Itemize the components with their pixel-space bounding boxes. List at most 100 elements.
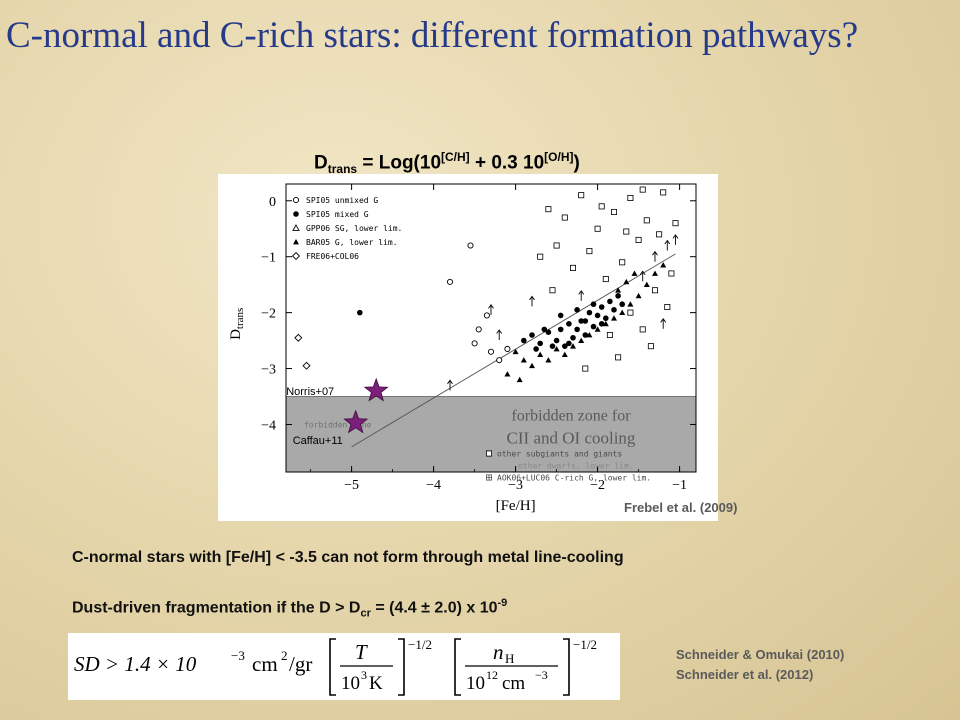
filled-triangle-point (635, 292, 642, 299)
filled-circle-point (607, 298, 613, 305)
dtrans-scatter-chart: forbidden zone for CII and OI cooling forb… (228, 183, 697, 514)
star-label: Caffau+11 (293, 435, 343, 447)
legend-symbol (293, 211, 299, 217)
sd-equation: SD > 1.4 × 10 −3 cm 2 /gr T 10 3 K −1/2 … (68, 633, 620, 700)
open-square-point (537, 253, 544, 260)
filled-circle-point (566, 340, 572, 347)
open-diamond-point (302, 361, 311, 370)
filled-triangle-point (652, 270, 658, 276)
lower-limit-arrow (447, 379, 453, 391)
filled-circle-point (578, 318, 584, 324)
legend-lower-label: other subgiants and giants (497, 450, 622, 459)
legend-lower-label: AOK06+LUC06 C-rich G, lower lim. (497, 474, 651, 483)
arrow-head (447, 379, 453, 385)
filled-circle-point (574, 307, 580, 313)
filled-triangle-point (512, 348, 519, 355)
legend-symbol (293, 239, 299, 245)
eq-units-exp: 2 (281, 648, 288, 663)
filled-circle-point (570, 334, 576, 341)
arrow-head (652, 250, 658, 256)
open-square-point (553, 242, 560, 249)
legend-symbol (292, 196, 300, 204)
filled-circle-point (557, 312, 564, 319)
open-circle-point (487, 348, 495, 355)
filled-triangle-point (602, 320, 609, 327)
lower-limit-arrow (578, 290, 585, 301)
filled-triangle-point (516, 376, 523, 383)
arrow-head (672, 234, 679, 239)
open-diamond-point (294, 333, 303, 342)
arrow-head (660, 318, 667, 323)
reference-1: Schneider & Omukai (2010) (676, 647, 845, 662)
open-square-point (549, 287, 556, 294)
eq-T-unit: K (369, 673, 383, 694)
open-square-point (647, 343, 654, 350)
arrow-head (496, 329, 503, 334)
filled-circle-point (590, 323, 597, 330)
open-square-point (639, 186, 646, 193)
eq-coef-exp: −3 (231, 648, 245, 663)
eq-n-den-exp: 12 (486, 668, 498, 682)
slide-title: C-normal and C-rich stars: different for… (6, 15, 859, 56)
legend-label: BAR05 G, lower lim. (306, 238, 398, 247)
filled-circle-point (537, 340, 543, 347)
legend-label: SPI05 unmixed G (306, 196, 378, 205)
legend-symbol (291, 251, 301, 261)
x-tick-label: −2 (590, 478, 605, 493)
open-square-point (578, 192, 585, 199)
filled-triangle-point (529, 362, 535, 369)
eq-n: n (493, 640, 504, 664)
filled-circle-point (598, 304, 605, 310)
lower-limit-arrow (660, 318, 667, 329)
filled-triangle-point (570, 343, 576, 349)
legend-lower-symbol (485, 474, 492, 481)
lower-limit-arrow (652, 250, 658, 262)
open-circle-point (475, 326, 482, 333)
open-square-point (643, 217, 650, 224)
lower-limit-arrow (529, 295, 535, 307)
x-axis-label: [Fe/H] (496, 498, 536, 514)
y-tick-label: −4 (261, 418, 276, 433)
filled-circle-point (590, 301, 597, 308)
open-square-point (660, 189, 667, 196)
lower-limit-arrow (664, 239, 671, 251)
reference-2: Schneider et al. (2012) (676, 667, 814, 682)
filled-circle-point (619, 301, 625, 308)
legend-label: FRE06+COL06 (306, 252, 359, 261)
filled-circle-point (533, 346, 539, 352)
open-square-point (664, 304, 671, 311)
legend-lower-mid-label: other dwarfs, lower lim. (518, 462, 634, 471)
statement-dust-fragmentation: Dust-driven fragmentation if the D > Dcr… (72, 597, 508, 620)
plot-frame (285, 183, 697, 473)
lower-limit-arrow (672, 234, 679, 245)
open-circle-point (496, 357, 503, 364)
open-square-point (651, 287, 658, 294)
filled-triangle-point (504, 371, 511, 377)
open-square-point (569, 264, 576, 271)
star-marker-caffau-11 (343, 409, 369, 434)
filled-triangle-point (615, 287, 622, 293)
filled-triangle-point (619, 309, 626, 316)
filled-circle-point (562, 343, 568, 349)
open-square-point (639, 326, 646, 333)
lower-limit-arrow (639, 270, 646, 282)
filled-circle-point (541, 326, 548, 333)
filled-triangle-point (586, 331, 593, 338)
eq-power-2: −1/2 (573, 637, 597, 652)
filled-circle-point (574, 326, 580, 333)
open-square-point (623, 228, 630, 235)
filled-circle-point (611, 307, 617, 313)
eq-units: cm (252, 652, 278, 676)
filled-triangle-point (660, 262, 667, 268)
open-square-point (610, 208, 617, 215)
eq-n-den: 10 (466, 673, 485, 694)
filled-circle-point (603, 315, 609, 322)
legend-label: GPP06 SG, lower lim. (306, 224, 402, 233)
eq-T-den: 10 (341, 673, 360, 694)
filled-triangle-point (594, 326, 601, 332)
filled-triangle-point (627, 301, 634, 307)
statement-c-normal: C-normal stars with [Fe/H] < -3.5 can no… (72, 549, 624, 566)
open-square-point (656, 231, 663, 238)
arrow-head (664, 239, 671, 245)
x-tick-label: −1 (672, 478, 687, 493)
